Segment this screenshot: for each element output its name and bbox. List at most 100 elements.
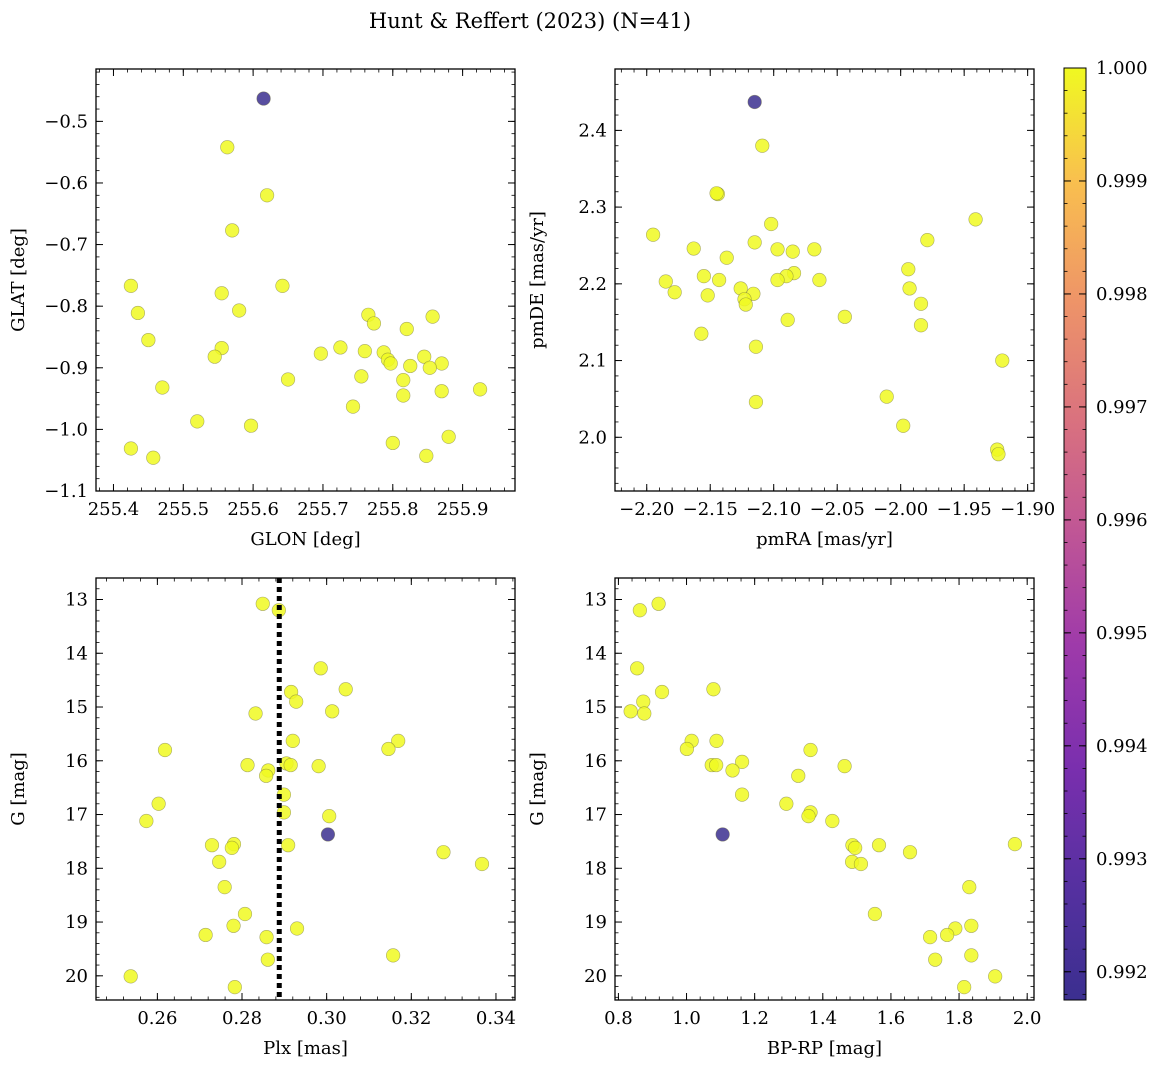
data-point [313, 661, 328, 676]
data-point [686, 241, 701, 256]
data-point [141, 332, 156, 348]
data-point [764, 216, 779, 232]
data-point [700, 288, 715, 303]
y-tick-label: −0.9 [44, 358, 88, 379]
y-axis-label: G [mag] [8, 752, 29, 825]
colorbar-tick-label: 0.996 [1096, 510, 1148, 531]
y-tick-label: 2.1 [578, 351, 607, 372]
data-point [419, 448, 434, 463]
data-point [770, 272, 785, 288]
data-point [988, 969, 1003, 984]
x-tick-label: −1.90 [1000, 499, 1055, 520]
data-point [366, 316, 382, 331]
data-point [968, 212, 983, 227]
colorbar-tick-label: 0.998 [1096, 284, 1148, 305]
data-point [259, 188, 275, 203]
x-axis-label: pmRA [mas/yr] [756, 529, 893, 550]
scatter-points [645, 94, 1010, 462]
data-point [848, 840, 863, 855]
x-tick-label: 0.34 [476, 1008, 516, 1029]
data-point [256, 91, 271, 106]
data-point [217, 880, 232, 895]
colorbar: 0.992 0.993 0.994 0.995 0.996 0.997 0.998 0.999… [1063, 58, 1148, 1001]
data-point [630, 661, 645, 676]
data-point [434, 384, 449, 399]
colorbar-tick-label: 1.000 [1096, 58, 1148, 79]
y-tick-label: 2.2 [578, 274, 607, 295]
data-point [712, 272, 727, 288]
data-point [345, 399, 361, 414]
data-point [396, 373, 411, 388]
data-point [214, 286, 229, 301]
data-point [791, 768, 806, 783]
data-point [651, 596, 666, 611]
data-point [747, 94, 762, 110]
data-point [354, 369, 369, 384]
data-point [837, 309, 852, 324]
data-point [322, 809, 337, 824]
y-tick-label: 13 [584, 590, 607, 611]
y-tick-label: 18 [65, 858, 88, 879]
subplot-3: 0.26 0.28 0.30 0.32 0.34 13 14 15 16 17 18 19 20 Plx … [8, 577, 516, 1059]
data-point [807, 242, 822, 257]
data-point [679, 741, 694, 757]
colorbar-tick-label: 0.993 [1096, 849, 1148, 870]
data-point [709, 757, 724, 773]
subplot-2: −2.20 −2.15 −2.10 −2.05 −2.00 −1.95 −1.90 2.0 2.… [527, 68, 1055, 550]
data-point [130, 305, 145, 321]
data-point [825, 813, 840, 829]
data-point [623, 704, 638, 719]
data-point [146, 450, 161, 465]
colorbar-tick-label: 0.992 [1096, 962, 1148, 983]
x-tick-label: 255.5 [158, 499, 210, 520]
data-point [139, 813, 154, 829]
data-point [237, 906, 253, 922]
data-point [632, 603, 647, 618]
data-point [385, 435, 400, 451]
data-point [913, 318, 929, 333]
data-point [325, 704, 340, 719]
data-point [738, 297, 753, 312]
data-point [275, 278, 290, 293]
data-point [803, 742, 818, 758]
data-point [801, 809, 816, 824]
data-point [871, 838, 887, 853]
data-point [928, 952, 943, 967]
data-point [151, 796, 166, 811]
data-point [472, 382, 488, 397]
x-tick-label: 255.8 [367, 499, 419, 520]
data-point [957, 979, 972, 995]
data-point [902, 845, 918, 860]
x-tick-label: −2.10 [746, 499, 801, 520]
data-point [995, 353, 1010, 368]
data-point [280, 372, 296, 387]
y-tick-label: 15 [584, 697, 607, 718]
data-point [123, 441, 139, 456]
x-tick-label: 1.2 [740, 1008, 769, 1029]
data-point [224, 840, 239, 855]
y-tick-label: −0.8 [44, 296, 88, 317]
scatter-points [123, 596, 490, 995]
data-point [734, 754, 750, 769]
data-point [940, 927, 955, 943]
data-point [755, 138, 770, 153]
data-point [902, 281, 917, 296]
data-point [853, 856, 869, 872]
data-point [747, 235, 762, 250]
x-tick-label: 1.0 [672, 1008, 701, 1029]
data-point [422, 360, 437, 375]
data-point [920, 233, 935, 248]
data-point [425, 309, 440, 324]
y-axis-label: GLAT [deg] [8, 228, 29, 332]
x-tick-label: −1.95 [937, 499, 992, 520]
x-tick-label: −2.00 [873, 499, 928, 520]
x-tick-label: 255.6 [227, 499, 279, 520]
data-point [226, 918, 241, 933]
x-tick-label: 1.4 [808, 1008, 837, 1029]
x-tick-label: 255.4 [88, 499, 140, 520]
data-point [357, 344, 372, 359]
data-point [333, 340, 348, 355]
subplot-1: 255.4 255.5 255.6 255.7 255.8 255.9 −1.1 −1.0 −0… [8, 68, 516, 550]
scatter-points [623, 596, 1023, 995]
